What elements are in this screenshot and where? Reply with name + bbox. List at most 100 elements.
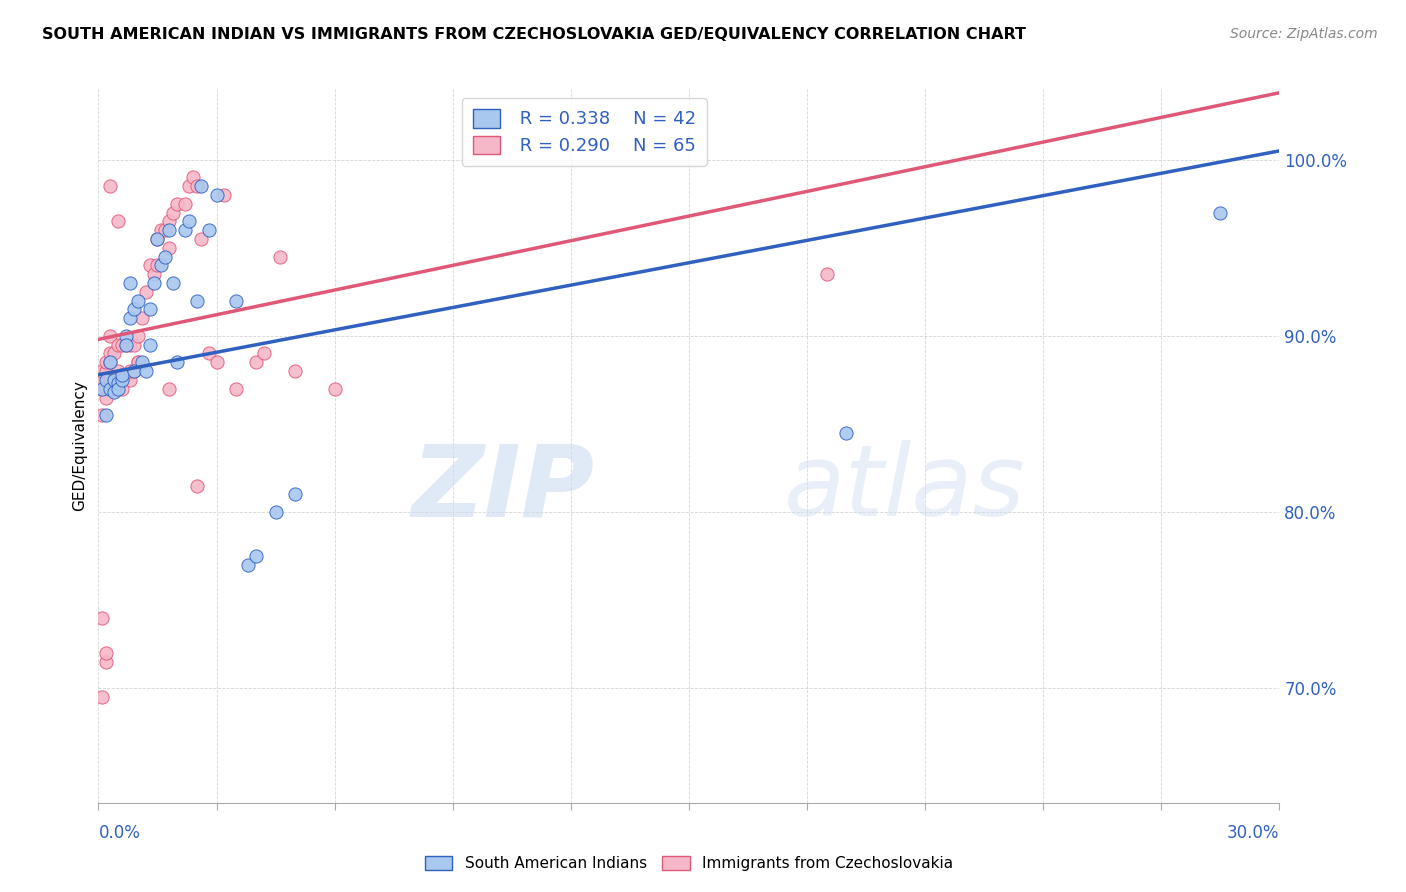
Point: [96, 646, 118, 660]
Point: [111, 382, 134, 396]
Point: [127, 329, 149, 343]
Point: [150, 259, 173, 273]
Point: [162, 205, 184, 219]
Point: [245, 355, 267, 369]
Point: [127, 355, 149, 369]
Point: [264, 505, 287, 519]
Point: [96, 373, 118, 387]
Point: [115, 368, 138, 382]
Point: [269, 250, 291, 264]
Point: [96, 408, 118, 422]
Point: [127, 293, 149, 308]
Point: [205, 188, 228, 202]
Point: [115, 337, 138, 351]
Point: [284, 364, 307, 378]
Point: [98, 373, 121, 387]
Point: [186, 478, 208, 492]
Point: [96, 355, 118, 369]
Point: [146, 259, 169, 273]
Point: [197, 346, 219, 360]
Point: [96, 391, 118, 405]
Point: [131, 355, 153, 369]
Point: [103, 382, 125, 396]
Point: [115, 337, 138, 351]
Point: [190, 232, 212, 246]
Point: [118, 337, 141, 351]
Point: [138, 302, 160, 317]
Point: [98, 329, 121, 343]
Point: [323, 382, 346, 396]
Point: [214, 188, 236, 202]
Text: Source: ZipAtlas.com: Source: ZipAtlas.com: [1230, 27, 1378, 41]
Point: [103, 373, 125, 387]
Point: [225, 293, 247, 308]
Point: [225, 382, 247, 396]
Point: [253, 346, 276, 360]
Point: [155, 223, 177, 237]
Point: [91, 690, 114, 704]
Point: [157, 214, 180, 228]
Point: [1209, 205, 1232, 219]
Point: [245, 549, 267, 563]
Point: [122, 364, 145, 378]
Point: [131, 311, 153, 326]
Point: [127, 355, 149, 369]
Point: [107, 364, 129, 378]
Legend: South American Indians, Immigrants from Czechoslovakia: South American Indians, Immigrants from …: [419, 850, 959, 877]
Point: [236, 558, 259, 572]
Point: [166, 196, 188, 211]
Point: [205, 355, 228, 369]
Point: [146, 232, 169, 246]
Point: [111, 368, 134, 382]
Point: [98, 355, 121, 369]
Point: [107, 382, 129, 396]
Y-axis label: GED/Equivalency: GED/Equivalency: [72, 381, 87, 511]
Point: [115, 329, 138, 343]
Text: 0.0%: 0.0%: [98, 824, 141, 842]
Point: [284, 487, 307, 501]
Point: [138, 337, 160, 351]
Point: [107, 376, 129, 391]
Point: [91, 364, 114, 378]
Point: [107, 337, 129, 351]
Point: [91, 382, 114, 396]
Point: [91, 373, 114, 387]
Text: ZIP: ZIP: [412, 441, 595, 537]
Point: [186, 179, 208, 194]
Point: [138, 259, 160, 273]
Point: [197, 223, 219, 237]
Text: 30.0%: 30.0%: [1227, 824, 1279, 842]
Point: [174, 196, 197, 211]
Point: [157, 241, 180, 255]
Point: [91, 611, 114, 625]
Point: [96, 382, 118, 396]
Point: [146, 232, 169, 246]
Point: [98, 382, 121, 396]
Point: [98, 179, 121, 194]
Point: [155, 250, 177, 264]
Point: [91, 408, 114, 422]
Point: [162, 276, 184, 290]
Point: [103, 373, 125, 387]
Point: [166, 355, 188, 369]
Point: [96, 655, 118, 669]
Point: [98, 346, 121, 360]
Point: [107, 373, 129, 387]
Point: [111, 337, 134, 351]
Point: [122, 337, 145, 351]
Point: [177, 214, 200, 228]
Point: [135, 364, 157, 378]
Point: [157, 223, 180, 237]
Point: [103, 346, 125, 360]
Point: [181, 170, 204, 185]
Point: [122, 302, 145, 317]
Point: [98, 355, 121, 369]
Point: [96, 364, 118, 378]
Point: [103, 385, 125, 400]
Point: [142, 267, 165, 281]
Point: [815, 267, 838, 281]
Point: [150, 223, 173, 237]
Point: [118, 364, 141, 378]
Point: [91, 382, 114, 396]
Point: [107, 214, 129, 228]
